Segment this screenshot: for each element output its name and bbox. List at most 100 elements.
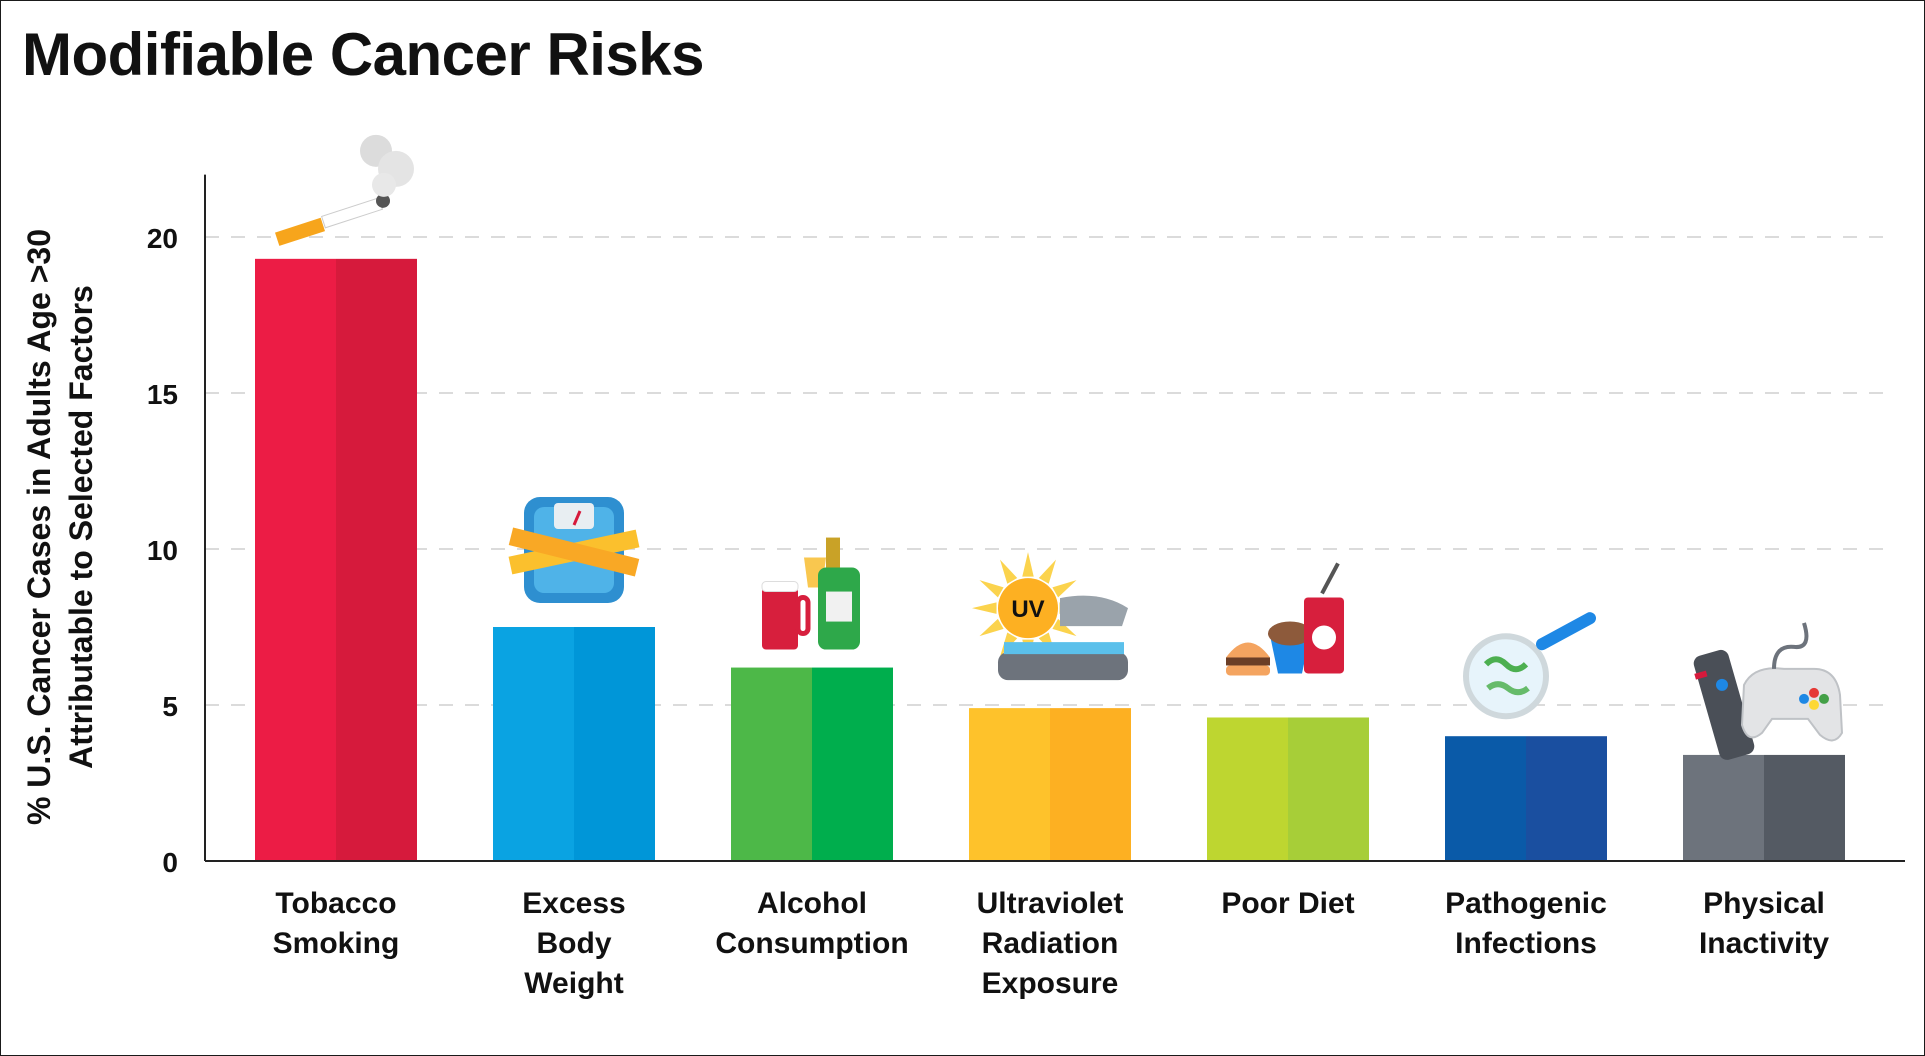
chart-title: Modifiable Cancer Risks (22, 21, 705, 88)
bar-left-half (493, 627, 574, 861)
gamepad-button (1819, 693, 1829, 704)
beer-mug (762, 587, 798, 650)
y-tick-label: 5 (162, 691, 178, 722)
gamepad (1740, 667, 1844, 742)
burger-bun (1226, 642, 1270, 658)
x-category-label: Infections (1455, 927, 1597, 960)
sun-ray (979, 580, 1004, 598)
x-category-label: Weight (524, 967, 623, 1000)
beer-foam (761, 581, 799, 593)
y-tick-label: 0 (162, 847, 178, 878)
straw (1320, 562, 1340, 595)
petri-dish (1463, 633, 1549, 720)
y-axis-label: % U.S. Cancer Cases in Adults Age >30 Att… (21, 229, 99, 825)
drinks-icon (761, 537, 860, 650)
axes (204, 174, 1905, 862)
uv-text: UV (1011, 596, 1044, 623)
scale-dial (554, 503, 594, 529)
bar-right-half (1526, 736, 1607, 861)
x-category-label: Physical (1703, 887, 1825, 920)
bar-right-half (1764, 754, 1845, 861)
x-category-label: Radiation (982, 927, 1119, 960)
bar (493, 627, 655, 861)
gamepad-button (1809, 699, 1819, 710)
bacterium (1483, 656, 1529, 673)
x-category-label: Ultraviolet (977, 887, 1124, 920)
bacteria-icon (1463, 612, 1596, 720)
y-tick-label: 20 (147, 223, 178, 254)
bar-left-half (1683, 754, 1764, 861)
gamepad-button (1809, 687, 1819, 698)
tv-remote (1693, 649, 1755, 760)
y-tick-labels: 0 5 10 15 20 (147, 223, 178, 878)
icons: UV (275, 134, 1844, 760)
sun-ray (979, 618, 1004, 637)
mug-handle (795, 595, 811, 637)
tape-measure (508, 527, 640, 577)
remote-button (1694, 670, 1708, 680)
bar (1445, 736, 1607, 861)
soda-logo (1312, 625, 1336, 650)
x-category-label: Tobacco (275, 887, 396, 920)
x-category-labels: Tobacco Smoking Excess Body Weight Alcohol Con… (273, 887, 1830, 1000)
x-category-label: Consumption (715, 927, 908, 960)
tanning-bed-icon: UV (972, 552, 1128, 681)
smoke-puff (372, 172, 396, 197)
x-category-label: Inactivity (1699, 927, 1829, 960)
bottle-label (826, 591, 852, 622)
y-axis-label-line: Attributable to Selected Factors (63, 285, 99, 769)
y-tick-label: 15 (147, 379, 178, 410)
remote-button (1716, 678, 1728, 691)
tanning-bed-base (998, 652, 1128, 681)
bar (1683, 754, 1845, 861)
gamepad-cable (1772, 622, 1809, 669)
x-category-label: Body (537, 927, 612, 960)
x-category-label: Alcohol (757, 887, 867, 920)
tanning-bed-lid (1060, 595, 1128, 627)
gamepad-button (1799, 693, 1809, 704)
bar (731, 667, 893, 861)
bar (969, 708, 1131, 861)
sun-ray (1052, 580, 1077, 598)
magnifier-handle (1536, 612, 1596, 651)
x-category-label: Poor Diet (1221, 887, 1354, 920)
gridlines (205, 236, 1895, 706)
cigarette-paper (320, 197, 384, 229)
bar-right-half (1288, 717, 1369, 861)
sun-ray (1052, 618, 1077, 637)
bar-left-half (1207, 717, 1288, 861)
x-category-label: Pathogenic (1445, 887, 1607, 920)
cigarette-icon (275, 134, 414, 246)
y-axis-label-line: % U.S. Cancer Cases in Adults Age >30 (21, 229, 57, 825)
burger-patty (1226, 657, 1270, 666)
cigarette-ash (376, 193, 390, 208)
x-category-label: Exposure (982, 967, 1119, 1000)
bar-left-half (1445, 736, 1526, 861)
bar-left-half (255, 258, 336, 862)
cigarette-filter (275, 217, 325, 246)
scale-icon (508, 497, 640, 603)
bacterium (1486, 681, 1530, 696)
sun-ray (1022, 552, 1034, 577)
sun (998, 578, 1058, 639)
x-category-label: Smoking (273, 927, 400, 960)
bar (255, 258, 417, 862)
burger-bottom (1226, 665, 1270, 676)
bar (1207, 717, 1369, 861)
sun-ray (1000, 559, 1018, 584)
sun-ray (972, 602, 997, 614)
bar-right-half (336, 258, 417, 862)
tanning-bed-lights (1004, 642, 1124, 655)
cupcake-frosting (1268, 621, 1312, 646)
scale-needle (572, 510, 582, 526)
x-category-label: Excess (522, 887, 625, 920)
remote-gamepad-icon (1693, 622, 1844, 760)
fast-food-icon (1226, 562, 1344, 676)
bar-right-half (1050, 708, 1131, 861)
bottle-neck (826, 537, 840, 568)
bar-right-half (812, 667, 893, 861)
y-tick-label: 10 (147, 535, 178, 566)
bar-right-half (574, 627, 655, 861)
bar-left-half (731, 667, 812, 861)
